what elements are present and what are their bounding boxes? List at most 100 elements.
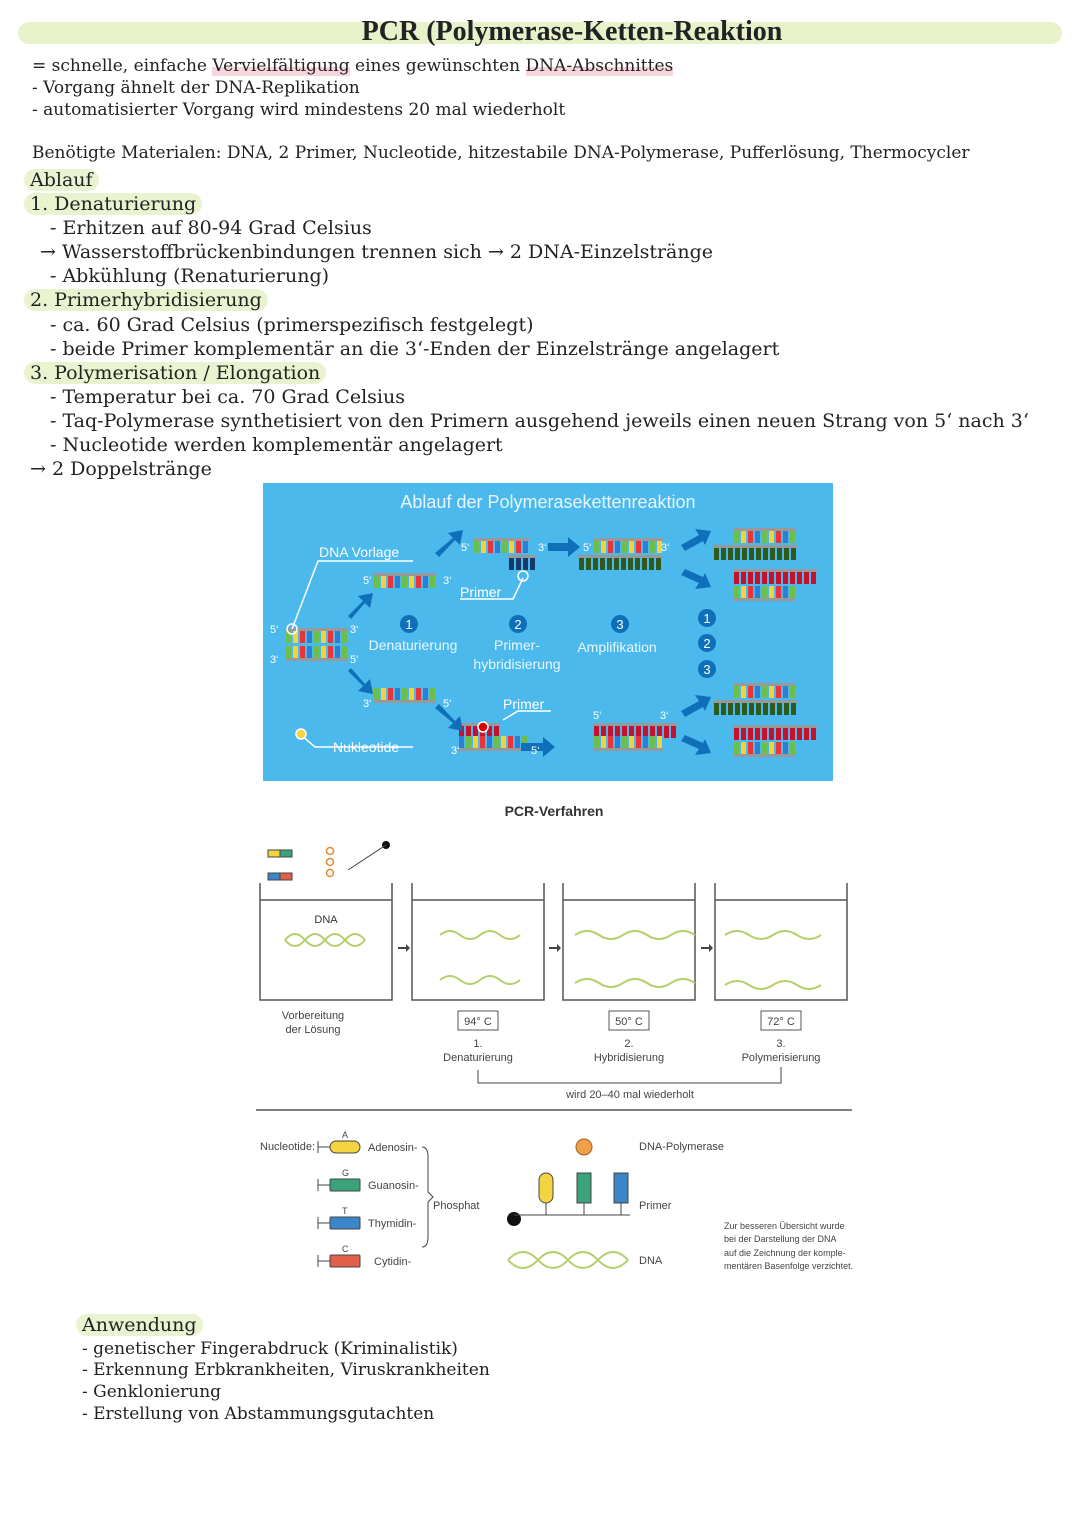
nucleotide-base: [714, 548, 719, 560]
arrow-icon: →: [487, 241, 504, 263]
nucleotide-base: [523, 558, 528, 570]
nucleotide-base: [409, 576, 414, 588]
application-item: - genetischer Fingerabdruck (Kriminalist…: [82, 1339, 458, 1359]
label: 3‘: [451, 745, 460, 757]
nucleotide-base: [734, 531, 739, 543]
brace: [421, 1146, 434, 1248]
step3-title: 3. Polymerisation / Elongation: [24, 362, 327, 384]
repeat-label: wird 20–40 mal wiederholt: [565, 1089, 694, 1101]
nucleotide-base: [714, 703, 719, 715]
text: 2 Doppelstränge: [51, 458, 212, 480]
arrow-icon: [521, 737, 555, 757]
nucleotide-base: [776, 686, 781, 698]
nucleotide-base: [650, 736, 655, 748]
nucleotide-base: [321, 646, 326, 658]
legend: Nucleotide: A Adenosin- G Guanosin- T Thymidi…: [260, 1130, 853, 1271]
nucleotide-base: [755, 586, 760, 598]
nucleotide-base: [777, 703, 782, 715]
nucleotide-base: [466, 736, 471, 748]
nucleotide-base: [328, 646, 333, 658]
nucleotide-base: [734, 742, 739, 754]
nucleotide-base: [388, 576, 393, 588]
marked-term: DNA-Abschnittes: [525, 56, 674, 76]
nucleotide-base: [621, 558, 626, 570]
nucleotide-base: [480, 736, 485, 748]
nucleotide-base: [742, 703, 747, 715]
dna-backbone: [593, 748, 663, 751]
label: 5‘: [461, 542, 470, 554]
dna-backbone: [733, 683, 796, 686]
dna-backbone: [285, 658, 348, 661]
legend-label: DNA: [639, 1255, 663, 1267]
nucleotide-base: [516, 558, 521, 570]
prep-label: der Lösung: [285, 1024, 340, 1036]
nucleotide-base: [495, 541, 500, 553]
nucleotide-base: [293, 646, 298, 658]
nucleotide-guanosin: G Guanosin-: [317, 1168, 419, 1192]
step2-title: 2. Primerhybridisierung: [24, 289, 268, 311]
nucleotide-base: [790, 586, 795, 598]
nucleotide-base: [607, 558, 612, 570]
nucleotide-base: [748, 586, 753, 598]
arrow-icon: [348, 668, 373, 694]
nucleotide-base: [494, 736, 499, 748]
dna-template-label: DNA Vorlage: [319, 544, 399, 560]
nucleotide-base: [776, 742, 781, 754]
arrow-icon: [435, 704, 463, 731]
svg-text:A: A: [342, 1130, 348, 1140]
application-item: - Erkennung Erbkrankheiten, Viruskrankhe…: [82, 1360, 490, 1380]
step-number: 1.: [473, 1038, 482, 1050]
dna-backbone: [733, 598, 796, 601]
dna-backbone: [473, 538, 529, 541]
figure-background: [263, 483, 833, 781]
nucleotide-base: [721, 703, 726, 715]
nucleotide-base: [776, 586, 781, 598]
nucleotide-base: [494, 726, 499, 738]
result-line: → 2 Doppelstränge: [30, 458, 212, 480]
nucleotide-base: [293, 631, 298, 643]
nucleotide-base: [650, 541, 655, 553]
nucleotide-base: [622, 726, 627, 738]
nucleotide-base: [748, 742, 753, 754]
nucleotide-base: [728, 548, 733, 560]
step-label: Denaturierung: [369, 637, 458, 653]
nucleotide-base: [790, 572, 795, 584]
dna-backbone: [373, 573, 436, 576]
nucleotide-base: [790, 531, 795, 543]
label: 3‘: [443, 575, 452, 587]
nucleotide-base: [804, 728, 809, 740]
arrow-icon: [548, 537, 580, 557]
nucleotide-base: [488, 541, 493, 553]
nucleotide-base: [762, 728, 767, 740]
nucleotide-base: [335, 631, 340, 643]
nucleotide-base: [395, 688, 400, 700]
note-line: auf die Zeichnung der komple-: [724, 1248, 846, 1258]
figure-title: PCR-Verfahren: [505, 803, 604, 819]
nucleotide-base: [671, 726, 676, 738]
nucleotide-base: [741, 586, 746, 598]
nucleotide-base: [784, 548, 789, 560]
nucleotide-base: [636, 726, 641, 738]
section-heading-anwendung: Anwendung: [76, 1314, 203, 1336]
nucleotide-base: [328, 631, 333, 643]
nucleotide-base: [515, 736, 520, 748]
nucleotide-base: [522, 736, 527, 748]
application-item: - Erstellung von Abstammungsgutachten: [82, 1404, 435, 1424]
nucleotide-base: [749, 703, 754, 715]
nucleotide-base: [642, 558, 647, 570]
nucleotide-base: [608, 736, 613, 748]
label: 5‘: [443, 698, 452, 710]
step-label: Denaturierung: [443, 1052, 513, 1064]
nucleotide-base: [762, 572, 767, 584]
nucleotide-base: [601, 736, 606, 748]
title-highlight: [18, 22, 1062, 44]
step3-line: - Temperatur bei ca. 70 Grad Celsius: [50, 386, 405, 408]
label: 5‘: [363, 575, 372, 587]
nucleotide-base: [509, 558, 514, 570]
process-arrows: [348, 529, 711, 757]
step1-line: - Erhitzen auf 80-94 Grad Celsius: [50, 217, 372, 239]
step-3: 3 Amplifikation: [577, 615, 657, 655]
intro-line: - Vorgang ähnelt der DNA-Replikation: [32, 78, 360, 98]
nucleotide-base: [601, 541, 606, 553]
nucleotide-base: [286, 646, 291, 658]
